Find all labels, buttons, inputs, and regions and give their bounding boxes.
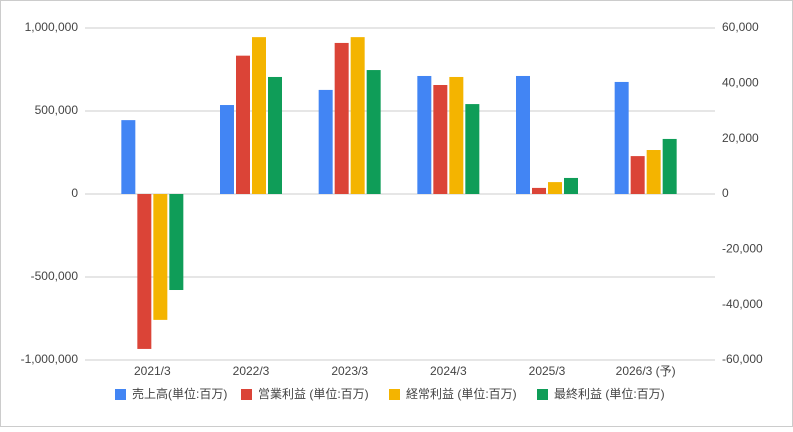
bar <box>169 194 184 291</box>
legend-label: 最終利益 (単位:百万) <box>554 386 665 401</box>
bar <box>449 76 464 194</box>
bar <box>220 105 234 194</box>
x-tick-label: 2021/3 <box>134 364 171 378</box>
x-tick-label: 2025/3 <box>529 364 566 378</box>
bar <box>465 104 480 194</box>
bar <box>350 37 365 194</box>
y-tick-label: -1,000,000 <box>21 352 79 366</box>
y2-tick-label: 20,000 <box>722 131 759 145</box>
y2-tick-label: 60,000 <box>722 20 759 34</box>
y2-tick-label: 40,000 <box>722 76 759 90</box>
bar <box>153 194 168 320</box>
bar <box>548 182 562 194</box>
bar <box>252 37 266 194</box>
bar <box>137 194 152 349</box>
bar <box>630 156 645 194</box>
x-tick-label: 2026/3 (予) <box>616 364 676 378</box>
x-tick-label: 2023/3 <box>331 364 368 378</box>
legend-label: 営業利益 (単位:百万) <box>258 386 369 401</box>
legend-swatch <box>115 389 126 400</box>
y2-tick-label: -60,000 <box>722 352 763 366</box>
y-tick-label: 500,000 <box>35 103 79 117</box>
bar <box>236 55 250 194</box>
legend-swatch <box>389 389 400 400</box>
bar <box>516 75 530 194</box>
bar <box>121 120 136 194</box>
bar <box>268 76 282 194</box>
legend-swatch <box>241 389 252 400</box>
bar <box>417 75 432 194</box>
bar <box>646 150 661 194</box>
bar <box>614 81 629 194</box>
bar <box>334 42 349 194</box>
y-tick-label: 1,000,000 <box>25 20 79 34</box>
bar <box>318 89 333 194</box>
y-tick-label: -500,000 <box>31 269 79 283</box>
bar <box>662 138 677 194</box>
bar <box>366 70 381 194</box>
y2-tick-label: -20,000 <box>722 242 763 256</box>
y-tick-label: 0 <box>71 186 78 200</box>
y2-tick-label: -40,000 <box>722 297 763 311</box>
x-tick-label: 2024/3 <box>430 364 467 378</box>
x-tick-label: 2022/3 <box>233 364 270 378</box>
bar <box>532 187 546 194</box>
legend-label: 経常利益 (単位:百万) <box>406 386 517 401</box>
bar <box>564 177 578 194</box>
y2-tick-label: 0 <box>722 186 729 200</box>
legend-label: 売上高(単位:百万) <box>132 386 227 401</box>
legend-swatch <box>537 389 548 400</box>
bar <box>433 84 448 194</box>
